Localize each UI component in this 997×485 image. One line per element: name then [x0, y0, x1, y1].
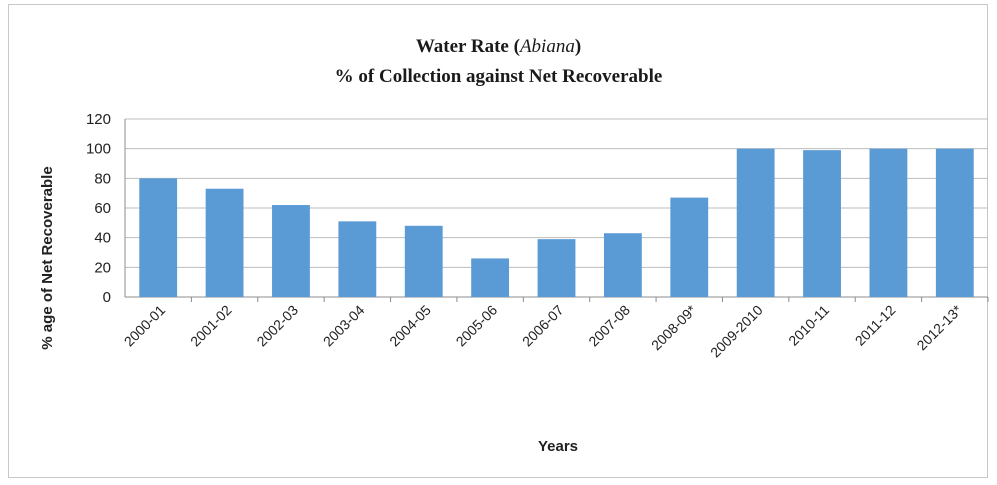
bar — [404, 225, 443, 297]
bar — [603, 233, 642, 297]
bar — [537, 239, 576, 297]
x-tick-labels: 2000-01 2001-02 2002-03 2003-04 2004-05 2005-… — [121, 301, 966, 360]
chart-title-prefix: Water Rate ( — [415, 36, 520, 57]
x-tick-label: 2010-11 — [785, 302, 832, 349]
chart-subtitle: % of Collection against Net Recoverable — [334, 66, 663, 87]
chart-title-italic: Abiana — [519, 36, 575, 57]
x-tick-label: 2001-02 — [187, 302, 235, 350]
y-tick-label: 40 — [94, 230, 111, 247]
x-tick-label: 2012-13* — [913, 301, 965, 353]
bar — [338, 221, 377, 297]
y-axis-title: % age of Net Recoverable — [39, 166, 56, 349]
x-tick-label: 2009-2010 — [707, 302, 766, 361]
bar — [803, 150, 841, 297]
x-tick-label: 2005-06 — [453, 302, 501, 350]
x-tick-label: 2008-09* — [648, 301, 700, 353]
x-tick-label: 2000-01 — [121, 302, 169, 350]
bar — [471, 258, 510, 297]
y-tick-labels: 0 20 40 60 80 100 120 — [86, 111, 111, 306]
x-tick-label: 2011-12 — [852, 302, 899, 349]
bar — [670, 197, 709, 297]
y-tick-label: 60 — [94, 200, 111, 217]
bar — [935, 148, 974, 297]
y-tick-label: 120 — [86, 111, 111, 128]
bar — [139, 178, 178, 297]
bar — [869, 148, 908, 297]
y-tick-label: 0 — [103, 289, 111, 306]
bar — [205, 188, 244, 297]
x-tick-label: 2002-03 — [253, 302, 301, 350]
y-tick-label: 100 — [86, 141, 111, 158]
bar — [272, 205, 310, 297]
x-tick-label: 2006-07 — [519, 302, 567, 350]
x-tick-label: 2007-08 — [585, 302, 633, 350]
x-tick-label: 2004-05 — [386, 302, 434, 350]
x-axis-title: Years — [538, 438, 578, 455]
chart-title-suffix: ) — [574, 36, 582, 57]
x-tick-label: 2003-04 — [320, 302, 368, 350]
y-tick-label: 80 — [94, 170, 111, 187]
bar — [736, 148, 775, 297]
chart-title: Water Rate (Abiana) — [0, 36, 997, 58]
bars — [139, 148, 974, 297]
y-tick-label: 20 — [94, 259, 111, 276]
